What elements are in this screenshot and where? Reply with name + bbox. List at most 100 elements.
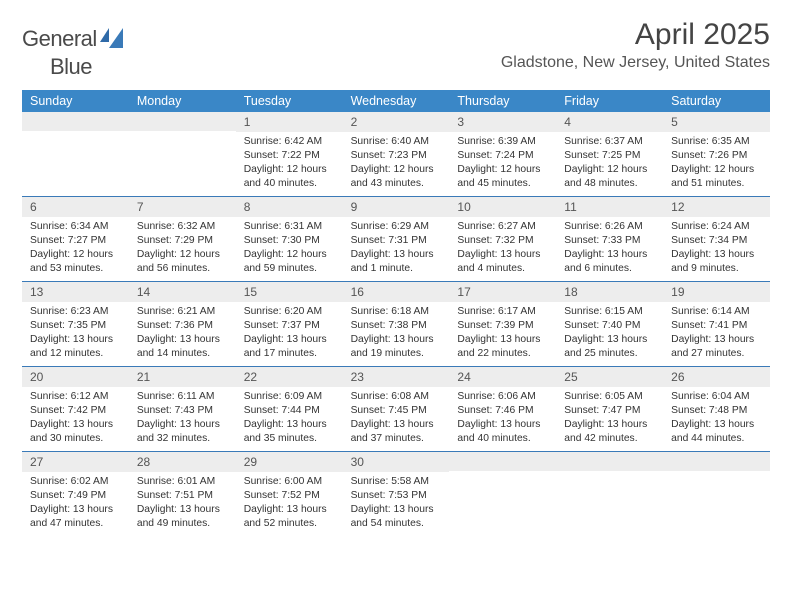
- day-number: 2: [343, 112, 450, 132]
- sunrise-text: Sunrise: 6:06 AM: [457, 390, 548, 404]
- daylight-text-1: Daylight: 12 hours: [671, 163, 762, 177]
- daylight-text-1: Daylight: 13 hours: [30, 418, 121, 432]
- sunset-text: Sunset: 7:32 PM: [457, 234, 548, 248]
- day-number: 15: [236, 282, 343, 302]
- dow-tuesday: Tuesday: [236, 90, 343, 112]
- daylight-text-2: and 40 minutes.: [244, 177, 335, 191]
- daylight-text-2: and 51 minutes.: [671, 177, 762, 191]
- daylight-text-2: and 19 minutes.: [351, 347, 442, 361]
- day-number: 11: [556, 197, 663, 217]
- empty-cell: [22, 112, 129, 196]
- day-details: Sunrise: 6:06 AMSunset: 7:46 PMDaylight:…: [449, 387, 556, 450]
- sunset-text: Sunset: 7:27 PM: [30, 234, 121, 248]
- sunset-text: Sunset: 7:41 PM: [671, 319, 762, 333]
- sunrise-text: Sunrise: 6:23 AM: [30, 305, 121, 319]
- day-details: Sunrise: 6:12 AMSunset: 7:42 PMDaylight:…: [22, 387, 129, 450]
- sunset-text: Sunset: 7:30 PM: [244, 234, 335, 248]
- day-details: Sunrise: 6:37 AMSunset: 7:25 PMDaylight:…: [556, 132, 663, 195]
- sunset-text: Sunset: 7:25 PM: [564, 149, 655, 163]
- daylight-text-2: and 4 minutes.: [457, 262, 548, 276]
- day-number: 24: [449, 367, 556, 387]
- daylight-text-2: and 43 minutes.: [351, 177, 442, 191]
- day-cell-25: 25Sunrise: 6:05 AMSunset: 7:47 PMDayligh…: [556, 367, 663, 451]
- daylight-text-2: and 14 minutes.: [137, 347, 228, 361]
- weeks-container: 1Sunrise: 6:42 AMSunset: 7:22 PMDaylight…: [22, 112, 770, 536]
- day-cell-24: 24Sunrise: 6:06 AMSunset: 7:46 PMDayligh…: [449, 367, 556, 451]
- calendar: SundayMondayTuesdayWednesdayThursdayFrid…: [22, 90, 770, 536]
- dow-thursday: Thursday: [449, 90, 556, 112]
- day-number: 10: [449, 197, 556, 217]
- day-details: Sunrise: 6:39 AMSunset: 7:24 PMDaylight:…: [449, 132, 556, 195]
- day-cell-3: 3Sunrise: 6:39 AMSunset: 7:24 PMDaylight…: [449, 112, 556, 196]
- day-details: Sunrise: 6:21 AMSunset: 7:36 PMDaylight:…: [129, 302, 236, 365]
- day-cell-22: 22Sunrise: 6:09 AMSunset: 7:44 PMDayligh…: [236, 367, 343, 451]
- daylight-text-1: Daylight: 13 hours: [30, 333, 121, 347]
- day-cell-2: 2Sunrise: 6:40 AMSunset: 7:23 PMDaylight…: [343, 112, 450, 196]
- day-cell-23: 23Sunrise: 6:08 AMSunset: 7:45 PMDayligh…: [343, 367, 450, 451]
- daylight-text-1: Daylight: 13 hours: [671, 418, 762, 432]
- day-number: [663, 452, 770, 471]
- day-cell-10: 10Sunrise: 6:27 AMSunset: 7:32 PMDayligh…: [449, 197, 556, 281]
- day-number: 6: [22, 197, 129, 217]
- day-details: Sunrise: 6:31 AMSunset: 7:30 PMDaylight:…: [236, 217, 343, 280]
- empty-cell: [663, 452, 770, 536]
- day-cell-7: 7Sunrise: 6:32 AMSunset: 7:29 PMDaylight…: [129, 197, 236, 281]
- day-details: Sunrise: 6:08 AMSunset: 7:45 PMDaylight:…: [343, 387, 450, 450]
- location-subtitle: Gladstone, New Jersey, United States: [501, 54, 770, 72]
- day-number: 20: [22, 367, 129, 387]
- sunrise-text: Sunrise: 6:05 AM: [564, 390, 655, 404]
- day-number: 30: [343, 452, 450, 472]
- daylight-text-1: Daylight: 13 hours: [351, 248, 442, 262]
- day-details: Sunrise: 6:09 AMSunset: 7:44 PMDaylight:…: [236, 387, 343, 450]
- sunset-text: Sunset: 7:31 PM: [351, 234, 442, 248]
- sunset-text: Sunset: 7:48 PM: [671, 404, 762, 418]
- day-number: 16: [343, 282, 450, 302]
- daylight-text-1: Daylight: 13 hours: [457, 333, 548, 347]
- sunrise-text: Sunrise: 6:21 AM: [137, 305, 228, 319]
- daylight-text-2: and 54 minutes.: [351, 517, 442, 531]
- sunset-text: Sunset: 7:24 PM: [457, 149, 548, 163]
- sunset-text: Sunset: 7:40 PM: [564, 319, 655, 333]
- daylight-text-2: and 47 minutes.: [30, 517, 121, 531]
- day-details: Sunrise: 6:18 AMSunset: 7:38 PMDaylight:…: [343, 302, 450, 365]
- daylight-text-1: Daylight: 13 hours: [351, 333, 442, 347]
- day-details: Sunrise: 6:24 AMSunset: 7:34 PMDaylight:…: [663, 217, 770, 280]
- sunset-text: Sunset: 7:38 PM: [351, 319, 442, 333]
- sunrise-text: Sunrise: 6:00 AM: [244, 475, 335, 489]
- day-cell-27: 27Sunrise: 6:02 AMSunset: 7:49 PMDayligh…: [22, 452, 129, 536]
- day-cell-11: 11Sunrise: 6:26 AMSunset: 7:33 PMDayligh…: [556, 197, 663, 281]
- sunrise-text: Sunrise: 6:04 AM: [671, 390, 762, 404]
- day-cell-20: 20Sunrise: 6:12 AMSunset: 7:42 PMDayligh…: [22, 367, 129, 451]
- daylight-text-1: Daylight: 13 hours: [564, 418, 655, 432]
- day-details: Sunrise: 6:40 AMSunset: 7:23 PMDaylight:…: [343, 132, 450, 195]
- day-number: [129, 112, 236, 131]
- day-cell-12: 12Sunrise: 6:24 AMSunset: 7:34 PMDayligh…: [663, 197, 770, 281]
- sunrise-text: Sunrise: 6:31 AM: [244, 220, 335, 234]
- daylight-text-2: and 1 minute.: [351, 262, 442, 276]
- dow-wednesday: Wednesday: [343, 90, 450, 112]
- day-number: 22: [236, 367, 343, 387]
- daylight-text-1: Daylight: 12 hours: [137, 248, 228, 262]
- daylight-text-1: Daylight: 13 hours: [137, 503, 228, 517]
- day-cell-9: 9Sunrise: 6:29 AMSunset: 7:31 PMDaylight…: [343, 197, 450, 281]
- daylight-text-2: and 12 minutes.: [30, 347, 121, 361]
- daylight-text-2: and 59 minutes.: [244, 262, 335, 276]
- logo: General: [22, 18, 125, 52]
- sunset-text: Sunset: 7:39 PM: [457, 319, 548, 333]
- daylight-text-2: and 45 minutes.: [457, 177, 548, 191]
- sunrise-text: Sunrise: 6:14 AM: [671, 305, 762, 319]
- daylight-text-1: Daylight: 13 hours: [564, 248, 655, 262]
- sunset-text: Sunset: 7:45 PM: [351, 404, 442, 418]
- sunrise-text: Sunrise: 6:02 AM: [30, 475, 121, 489]
- daylight-text-2: and 9 minutes.: [671, 262, 762, 276]
- daylight-text-1: Daylight: 12 hours: [564, 163, 655, 177]
- sunrise-text: Sunrise: 6:09 AM: [244, 390, 335, 404]
- day-number: 29: [236, 452, 343, 472]
- sunrise-text: Sunrise: 6:26 AM: [564, 220, 655, 234]
- day-number: 17: [449, 282, 556, 302]
- sunrise-text: Sunrise: 6:39 AM: [457, 135, 548, 149]
- day-cell-16: 16Sunrise: 6:18 AMSunset: 7:38 PMDayligh…: [343, 282, 450, 366]
- daylight-text-1: Daylight: 13 hours: [671, 333, 762, 347]
- daylight-text-1: Daylight: 13 hours: [564, 333, 655, 347]
- daylight-text-1: Daylight: 12 hours: [30, 248, 121, 262]
